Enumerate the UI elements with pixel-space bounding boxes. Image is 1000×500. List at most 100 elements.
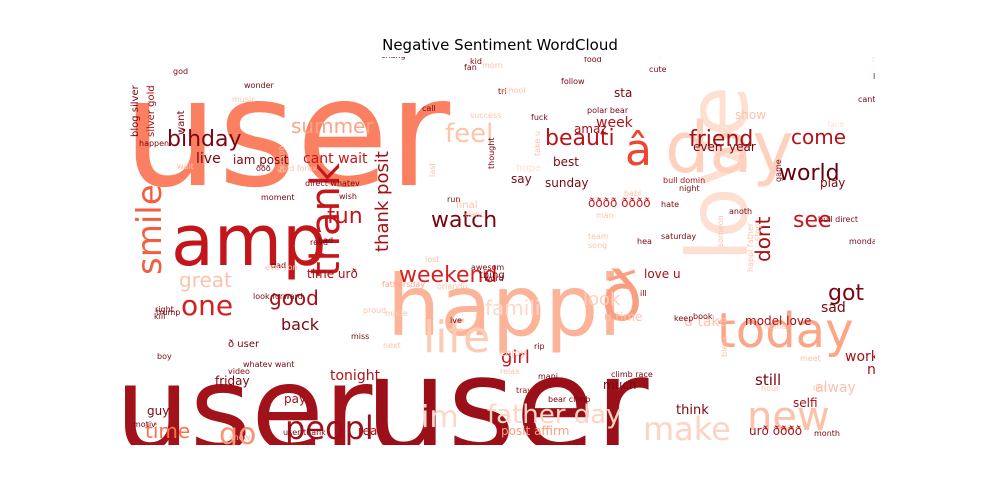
word: lost — [425, 255, 439, 264]
word: blog silver — [130, 84, 141, 137]
word: today — [717, 303, 853, 359]
word: happi father — [746, 222, 755, 272]
word: best — [553, 155, 579, 169]
word: bull direct — [818, 215, 858, 224]
word: monday — [849, 237, 875, 246]
word: follow — [561, 77, 585, 86]
word: success — [470, 111, 501, 120]
word: made — [385, 309, 408, 318]
word: everyon — [265, 263, 298, 272]
word: enjoy — [499, 348, 526, 359]
word: travel — [516, 386, 539, 395]
word: go — [219, 417, 256, 445]
word: watch — [431, 208, 497, 233]
word: look — [583, 289, 621, 310]
word: god — [173, 67, 188, 76]
word: friday — [215, 374, 250, 388]
word: man — [596, 211, 614, 220]
word: moment — [261, 193, 295, 202]
word: miss — [351, 332, 369, 341]
word: see — [793, 208, 832, 233]
word: danc — [465, 210, 484, 219]
word: say — [511, 172, 532, 186]
word: im — [421, 400, 459, 435]
word: littl — [813, 384, 826, 393]
word: sunday — [545, 176, 589, 190]
word: tonight — [330, 368, 381, 384]
word: good — [269, 286, 319, 310]
word: smile — [130, 184, 170, 275]
word: call — [422, 104, 436, 113]
word: much — [603, 378, 637, 392]
word: beauti — [545, 126, 615, 151]
word: hope — [516, 163, 541, 174]
word: ill — [640, 289, 647, 298]
word: new — [747, 394, 830, 440]
word: time urð — [307, 267, 358, 281]
word: back — [281, 315, 320, 334]
word: tri — [498, 87, 507, 96]
word: video — [228, 367, 250, 376]
word: user — [365, 329, 649, 445]
word: time — [145, 419, 190, 443]
word: mani — [538, 372, 558, 381]
word: wonder — [244, 81, 275, 90]
word: food — [584, 57, 602, 64]
word: cute — [649, 65, 667, 74]
word: team — [588, 232, 609, 241]
word: think — [676, 403, 709, 418]
word: love — [669, 86, 767, 262]
word: sad — [821, 300, 846, 316]
word: urð ðððð — [749, 424, 802, 438]
word: thank posit — [372, 151, 393, 252]
word: babi — [624, 189, 641, 198]
word: dont — [751, 216, 775, 262]
word: next — [383, 341, 401, 350]
word: polar bear — [587, 106, 629, 115]
word: thank — [303, 162, 349, 277]
word: silver gold — [146, 85, 157, 137]
word: saturday — [661, 232, 696, 241]
word: fathersday — [382, 280, 425, 289]
word: father day — [487, 400, 622, 430]
word: direct whatev — [305, 179, 360, 188]
word: home — [764, 322, 787, 331]
word: song — [588, 241, 607, 250]
word: bihday — [167, 127, 242, 152]
word: live — [196, 151, 221, 167]
word: love u — [644, 267, 681, 281]
word: come — [791, 125, 846, 149]
word: guy — [147, 404, 169, 418]
word: u take — [684, 314, 728, 330]
word: month — [814, 429, 840, 438]
word: orlando — [437, 282, 467, 291]
word: night — [679, 184, 700, 193]
word: wait — [177, 162, 194, 171]
word: hate — [661, 200, 679, 209]
word: even — [693, 140, 722, 154]
word: model love — [745, 314, 811, 328]
word: user thank — [283, 428, 326, 437]
word: climb race — [611, 370, 653, 379]
word: selfi — [793, 396, 818, 410]
word: fuck — [531, 113, 548, 122]
word: friend — [689, 127, 753, 152]
word: pleas — [659, 57, 680, 59]
word: realli — [358, 424, 387, 438]
word: bull domin — [663, 176, 705, 185]
word: run — [447, 195, 460, 204]
word: kid — [470, 57, 482, 66]
word: keep — [674, 314, 693, 323]
word: make — [643, 410, 731, 445]
word: great — [179, 268, 232, 292]
word: posit affirm — [501, 424, 569, 438]
word: year — [729, 140, 756, 154]
word: lol — [873, 72, 875, 81]
word: hour — [761, 384, 780, 393]
word: whatev want — [243, 360, 295, 369]
word: work — [845, 349, 875, 365]
word: ð user — [228, 339, 260, 350]
word: alway — [815, 380, 856, 396]
word: amaz — [574, 122, 607, 136]
